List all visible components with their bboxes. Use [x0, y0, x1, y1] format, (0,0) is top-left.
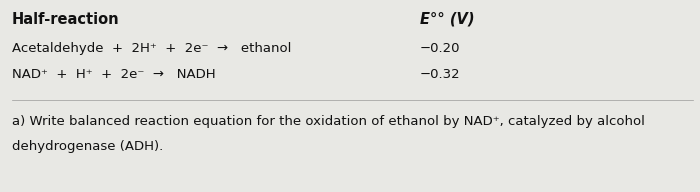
- Text: −0.32: −0.32: [420, 68, 461, 81]
- Text: a) Write balanced reaction equation for the oxidation of ethanol by NAD⁺, cataly: a) Write balanced reaction equation for …: [12, 115, 645, 128]
- Text: −0.20: −0.20: [420, 42, 461, 55]
- Text: dehydrogenase (ADH).: dehydrogenase (ADH).: [12, 140, 163, 153]
- Text: E°° (V): E°° (V): [420, 12, 475, 27]
- Text: NAD⁺  +  H⁺  +  2e⁻  →   NADH: NAD⁺ + H⁺ + 2e⁻ → NADH: [12, 68, 216, 81]
- Text: Acetaldehyde  +  2H⁺  +  2e⁻  →   ethanol: Acetaldehyde + 2H⁺ + 2e⁻ → ethanol: [12, 42, 291, 55]
- Text: Half-reaction: Half-reaction: [12, 12, 120, 27]
